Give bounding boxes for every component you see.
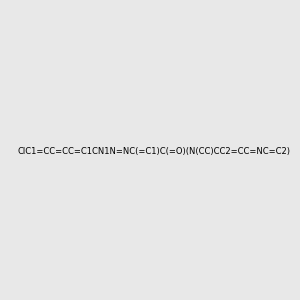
Text: ClC1=CC=CC=C1CN1N=NC(=C1)C(=O)(N(CC)CC2=CC=NC=C2): ClC1=CC=CC=C1CN1N=NC(=C1)C(=O)(N(CC)CC2=… bbox=[17, 147, 290, 156]
